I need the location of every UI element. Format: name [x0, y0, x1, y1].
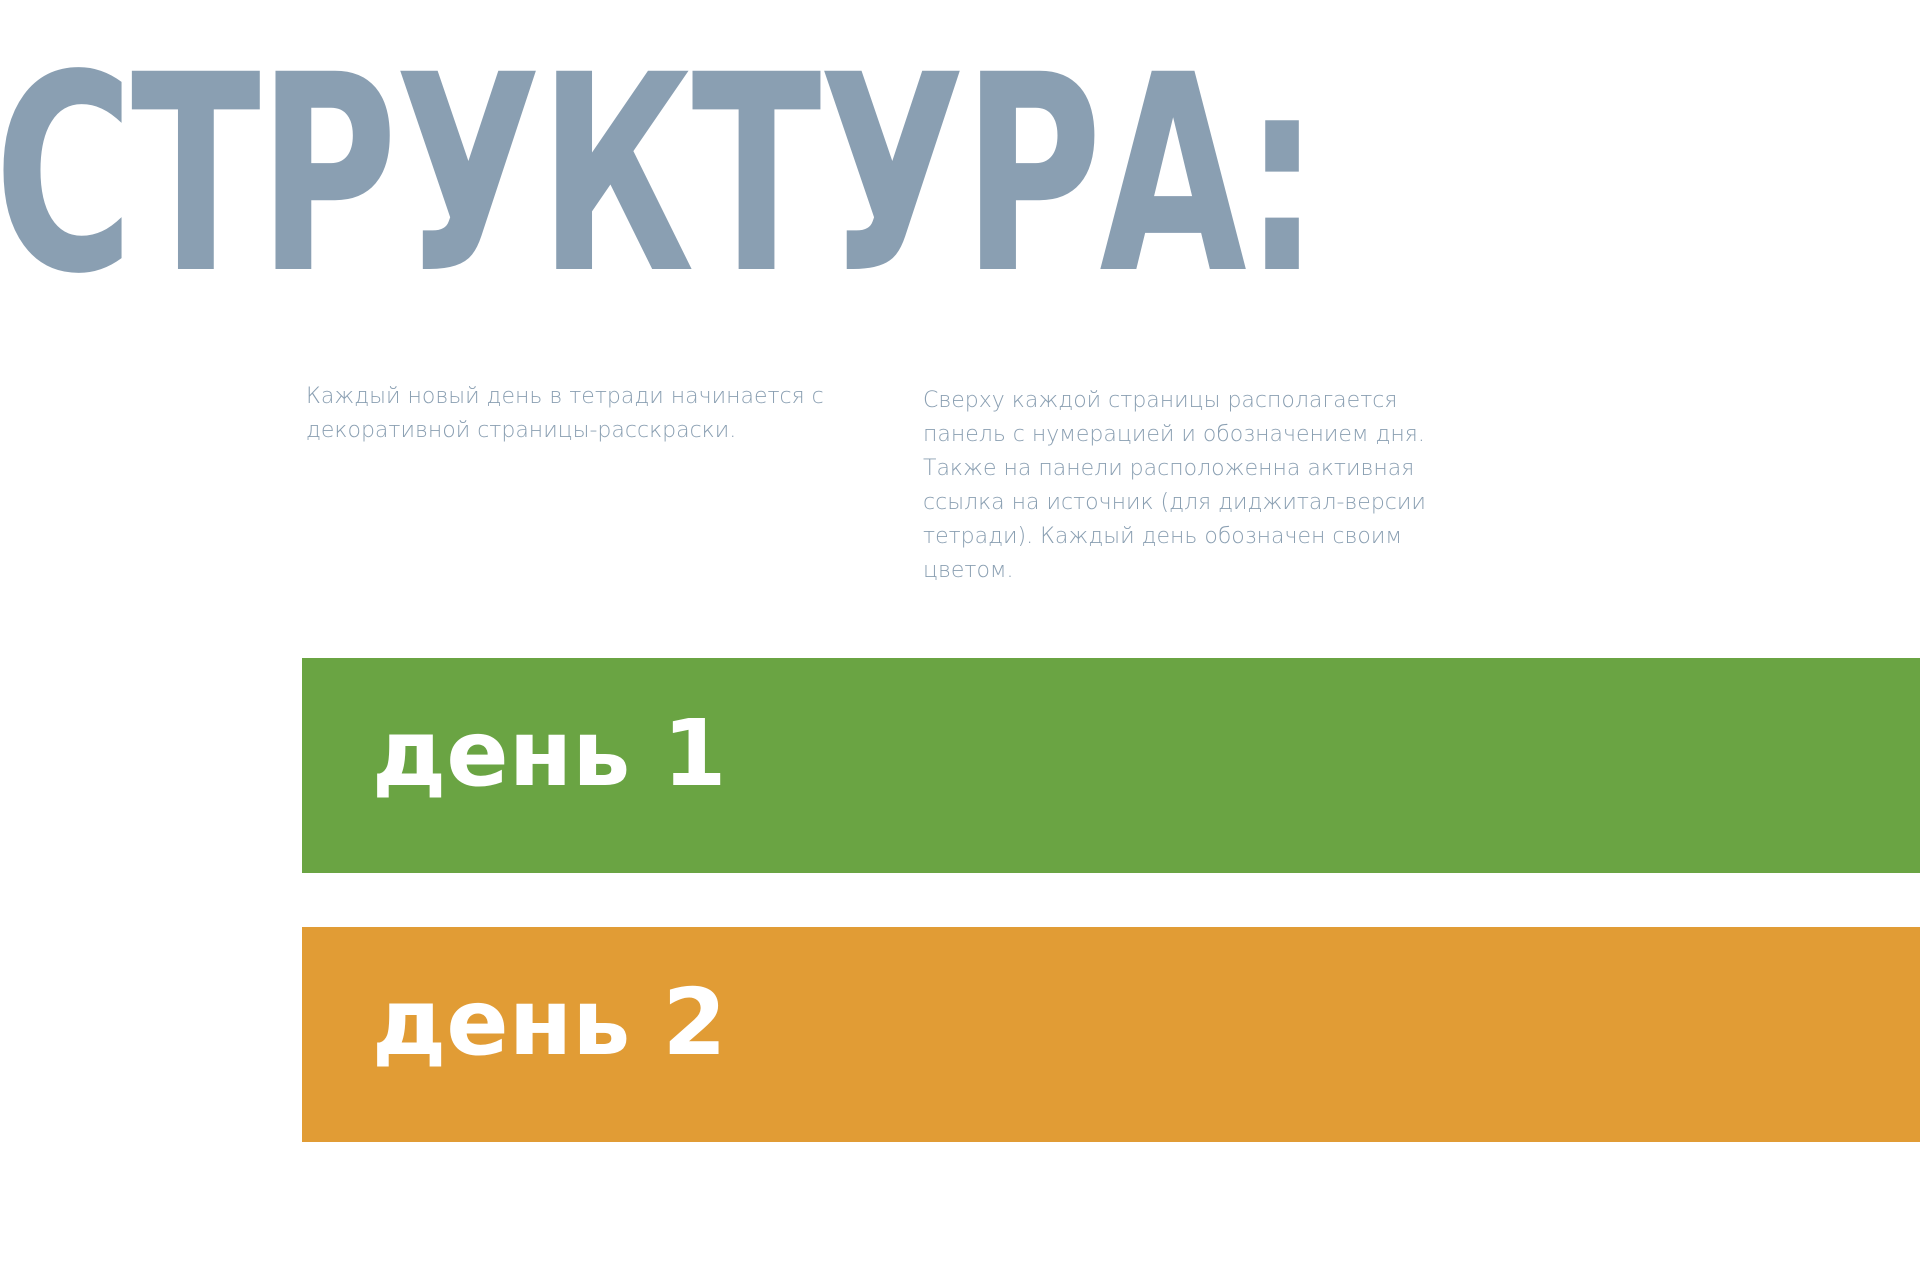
description-coloring-page: Каждый новый день в тетради начинается с… — [306, 384, 824, 443]
page-title: СТРУКТУРА: — [0, 18, 1320, 334]
description-day-panel: Сверху каждой страницы располагается пан… — [923, 388, 1426, 583]
day-2-label: день 2 — [372, 969, 727, 1076]
day-1-panel: день 1 — [302, 658, 1920, 873]
day-1-label: день 1 — [372, 700, 727, 807]
day-2-panel: день 2 — [302, 927, 1920, 1142]
